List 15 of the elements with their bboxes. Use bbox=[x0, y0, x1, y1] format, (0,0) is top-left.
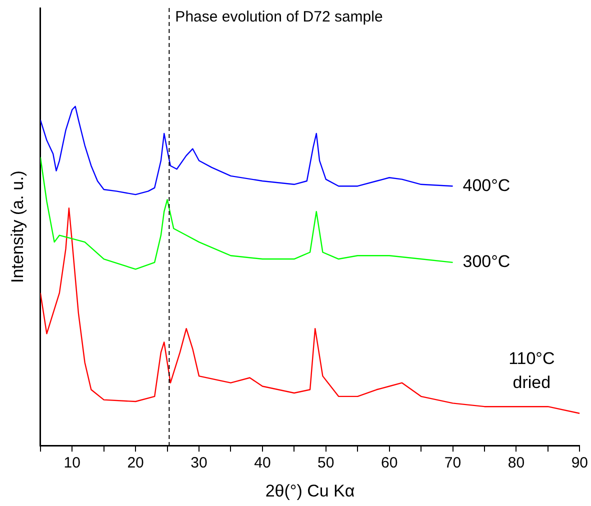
series-label: 300°C bbox=[462, 252, 510, 272]
y-axis-title: Intensity (a. u.) bbox=[8, 170, 27, 284]
x-tick-label: 10 bbox=[64, 454, 80, 472]
x-tick-label: 60 bbox=[380, 454, 398, 472]
x-tick-label: 70 bbox=[444, 454, 462, 472]
x-tick-label: 90 bbox=[571, 454, 588, 472]
x-tick-label: 40 bbox=[254, 454, 271, 472]
chart-title: Phase evolution of D72 sample bbox=[175, 8, 383, 26]
x-tick-label: 30 bbox=[190, 454, 208, 472]
series-label: 400°C bbox=[462, 176, 510, 195]
x-axis-title: 2θ(°) Cu Kα bbox=[265, 481, 355, 500]
x-tick-label: 50 bbox=[318, 454, 334, 472]
series-label: 110°C dried bbox=[508, 349, 555, 392]
x-tick-label: 20 bbox=[127, 454, 144, 472]
x-tick-label: 80 bbox=[508, 454, 525, 472]
